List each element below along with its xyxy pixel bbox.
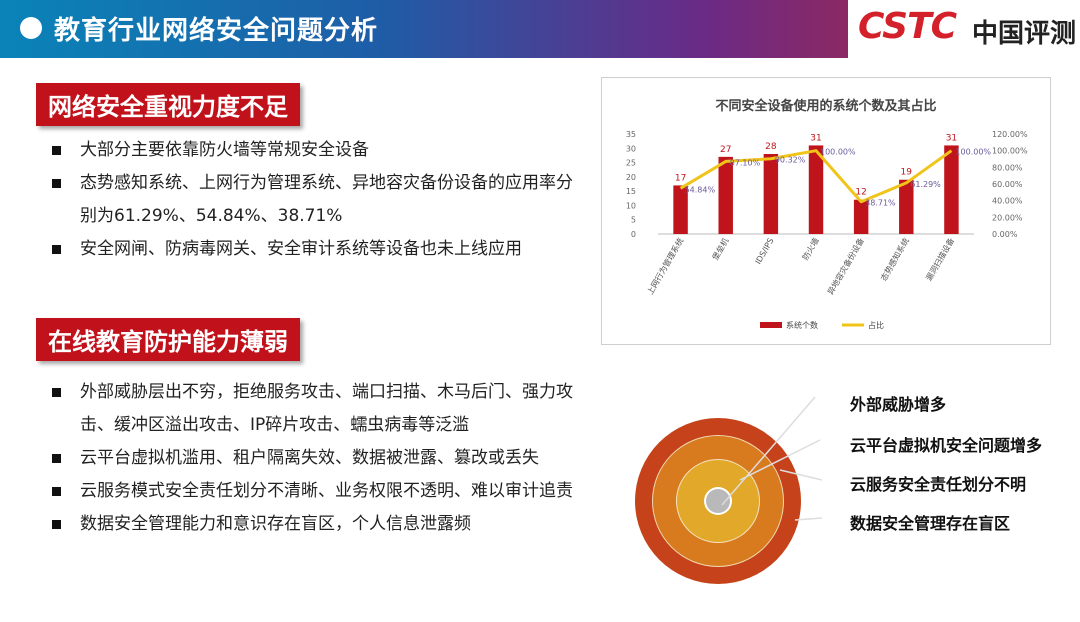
y-left-tick-label: 35 bbox=[626, 130, 636, 139]
bar-value-label: 27 bbox=[720, 145, 731, 155]
y-right-tick-label: 60.00% bbox=[992, 180, 1023, 189]
y-left-tick-label: 5 bbox=[631, 216, 636, 225]
bar bbox=[718, 156, 733, 234]
combo-chart: 不同安全设备使用的系统个数及其占比 0 5 10 15 20 25 30 35 0.00% 20.0… bbox=[626, 98, 1028, 330]
line-value-label: 90.32% bbox=[775, 156, 806, 165]
y-left-tick-label: 25 bbox=[626, 159, 636, 168]
list-item: 云平台虚拟机滥用、租户隔离失效、数据被泄露、篡改或丢失 bbox=[50, 442, 580, 475]
legend-label: 占比 bbox=[868, 320, 884, 330]
y-left-tick-label: 10 bbox=[626, 201, 636, 210]
list-item: 态势感知系统、上网行为管理系统、异地容灾备份设备的应用率分别为61.29%、54… bbox=[50, 167, 580, 233]
chart-panel: 不同安全设备使用的系统个数及其占比 0 5 10 15 20 25 30 35 0.00% 20.0… bbox=[601, 77, 1051, 345]
line-value-label: 100.00% bbox=[955, 148, 991, 157]
bar-value-label: 19 bbox=[901, 168, 913, 178]
circle-label: 云服务安全责任划分不明 bbox=[850, 475, 1027, 494]
line-series bbox=[679, 149, 953, 204]
y-left-tick-label: 0 bbox=[631, 230, 636, 239]
section2-list: 外部威胁层出不穷，拒绝服务攻击、端口扫描、木马后门、强力攻击、缓冲区溢出攻击、I… bbox=[50, 376, 580, 541]
section1-list: 大部分主要依靠防火墙等常规安全设备 态势感知系统、上网行为管理系统、异地容灾备份… bbox=[50, 134, 580, 266]
list-item: 云服务模式安全责任划分不清晰、业务权限不透明、难以审计追责 bbox=[50, 475, 580, 508]
bar-value-label: 17 bbox=[675, 173, 686, 183]
bar bbox=[808, 145, 824, 234]
y-left-tick-label: 15 bbox=[626, 187, 636, 196]
y-left-tick-label: 30 bbox=[626, 144, 636, 153]
line-value-label: 100.00% bbox=[820, 148, 856, 157]
circle-label: 外部威胁增多 bbox=[850, 395, 947, 414]
bar-value-label: 28 bbox=[765, 142, 777, 152]
y-right-tick-label: 80.00% bbox=[992, 163, 1023, 172]
bar-value-label: 31 bbox=[946, 133, 957, 143]
y-right-tick-label: 120.00% bbox=[992, 130, 1028, 139]
list-item: 外部威胁层出不穷，拒绝服务攻击、端口扫描、木马后门、强力攻击、缓冲区溢出攻击、I… bbox=[50, 376, 580, 442]
logo: CSTC 中国评测 bbox=[848, 0, 1080, 58]
y-right-tick-label: 20.00% bbox=[992, 213, 1023, 222]
bar bbox=[853, 199, 869, 234]
circle-label: 云平台虚拟机安全问题增多 bbox=[850, 436, 1043, 455]
bar bbox=[763, 154, 779, 234]
page-title: 教育行业网络安全问题分析 bbox=[54, 16, 379, 46]
logo-text: 中国评测 bbox=[972, 19, 1077, 49]
section1-title: 网络安全重视力度不足 bbox=[36, 83, 300, 126]
y-left-tick-label: 20 bbox=[626, 173, 636, 182]
bar bbox=[673, 185, 688, 234]
concentric-circles bbox=[635, 418, 801, 584]
bar bbox=[944, 145, 959, 234]
section2-title: 在线教育防护能力薄弱 bbox=[36, 318, 300, 361]
line-value-label: 38.71% bbox=[865, 199, 896, 208]
y-right-tick-label: 40.00% bbox=[992, 197, 1023, 206]
bullet-dot-icon bbox=[20, 17, 42, 39]
legend-bar-swatch bbox=[760, 322, 782, 328]
line-value-label: 87.10% bbox=[730, 158, 761, 167]
circle-label: 数据安全管理存在盲区 bbox=[850, 514, 1011, 533]
chart-title: 不同安全设备使用的系统个数及其占比 bbox=[715, 98, 936, 114]
y-right-tick-label: 100.00% bbox=[992, 147, 1028, 156]
logo-brand: CSTC bbox=[858, 6, 957, 47]
bar bbox=[899, 179, 914, 234]
y-right-tick-label: 0.00% bbox=[992, 230, 1018, 239]
list-item: 安全网闸、防病毒网关、安全审计系统等设备也未上线应用 bbox=[50, 233, 580, 266]
line-value-label: 61.29% bbox=[910, 180, 941, 189]
bar-value-label: 12 bbox=[855, 188, 866, 198]
list-item: 大部分主要依靠防火墙等常规安全设备 bbox=[50, 134, 580, 167]
list-item: 数据安全管理能力和意识存在盲区，个人信息泄露频 bbox=[50, 508, 580, 541]
line-value-label: 54.84% bbox=[685, 185, 716, 194]
bar-value-label: 31 bbox=[810, 133, 821, 143]
legend-label: 系统个数 bbox=[786, 320, 818, 330]
